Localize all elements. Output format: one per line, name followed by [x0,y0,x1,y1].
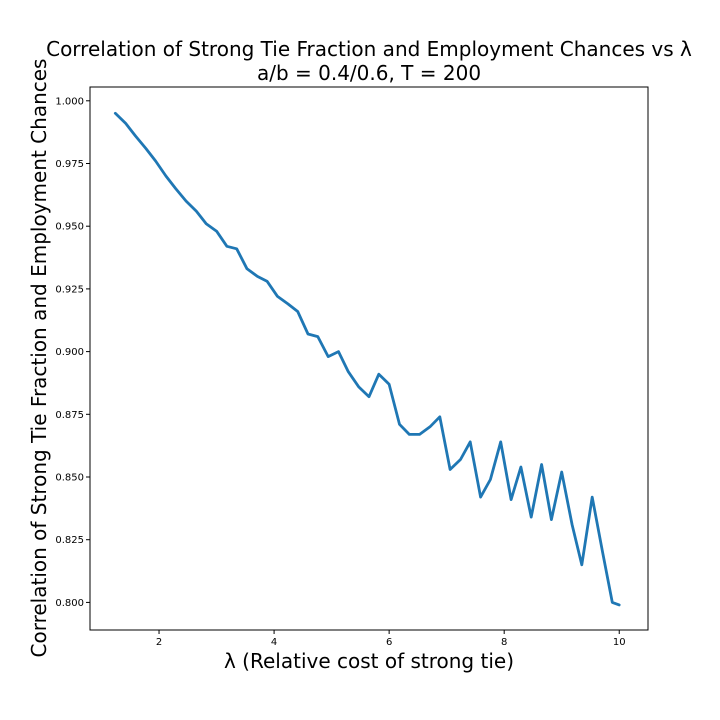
x-tick-label: 4 [271,637,277,648]
y-tick-label: 0.850 [55,473,84,484]
x-tick-label: 8 [501,637,507,648]
chart-title: Correlation of Strong Tie Fraction and E… [46,37,692,61]
y-tick-label: 0.900 [55,347,84,358]
y-axis-label: Correlation of Strong Tie Fraction and E… [27,59,51,658]
plot-frame [89,86,649,631]
y-tick-label: 0.825 [55,535,84,546]
y-axis: 0.800 0.825 0.850 0.875 0.900 0.925 0.950 0.975… [55,96,90,609]
chart-subtitle: a/b = 0.4/0.6, T = 200 [257,61,481,85]
series-line [113,111,621,607]
x-axis: 2 4 6 8 10 [156,630,626,648]
y-tick-label: 1.000 [55,96,84,107]
x-tick-label: 6 [386,637,392,648]
y-tick-label: 0.875 [55,410,84,421]
y-tick-label: 0.950 [55,222,84,233]
x-tick-label: 10 [613,637,626,648]
y-tick-label: 0.925 [55,284,84,295]
y-tick-label: 0.975 [55,159,84,170]
y-tick-label: 0.800 [55,598,84,609]
x-axis-label: λ (Relative cost of strong tie) [224,649,514,673]
x-tick-label: 2 [156,637,162,648]
series-layer [113,111,621,607]
